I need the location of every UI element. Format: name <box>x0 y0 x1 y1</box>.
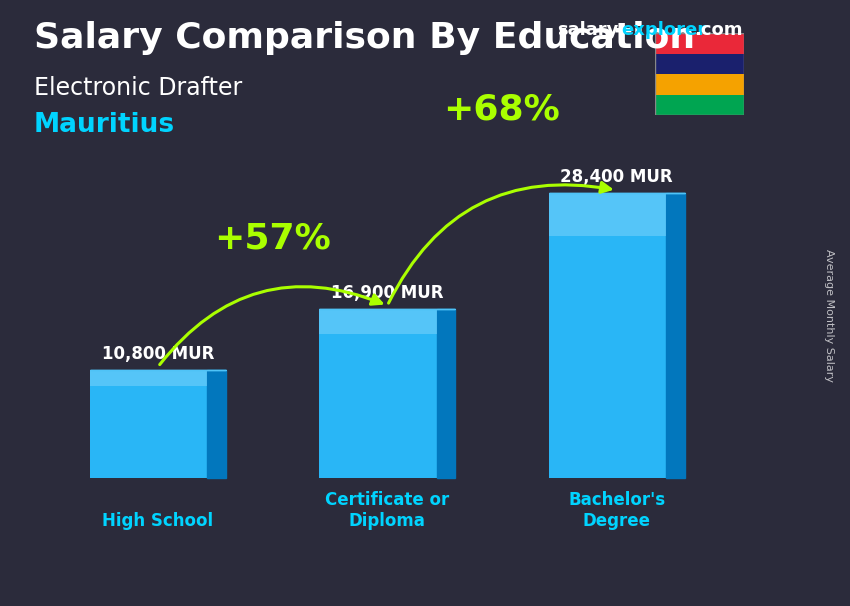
Bar <box>654 33 744 54</box>
Text: Electronic Drafter: Electronic Drafter <box>34 76 242 100</box>
Bar <box>320 308 437 334</box>
Text: explorer: explorer <box>621 21 706 39</box>
Text: Average Monthly Salary: Average Monthly Salary <box>824 248 834 382</box>
Text: salary: salary <box>557 21 618 39</box>
Polygon shape <box>437 308 456 478</box>
Bar <box>548 193 666 236</box>
Text: Mauritius: Mauritius <box>34 112 175 138</box>
Text: 28,400 MUR: 28,400 MUR <box>560 168 673 186</box>
Bar <box>654 54 744 74</box>
Text: +57%: +57% <box>214 221 331 255</box>
Bar <box>90 370 207 386</box>
Text: Bachelor's
Degree: Bachelor's Degree <box>568 491 666 530</box>
Text: Certificate or
Diploma: Certificate or Diploma <box>326 491 450 530</box>
Text: 10,800 MUR: 10,800 MUR <box>102 345 214 363</box>
Bar <box>90 370 207 478</box>
Text: +68%: +68% <box>444 92 560 126</box>
Polygon shape <box>666 193 685 478</box>
Text: High School: High School <box>102 512 213 530</box>
Text: 16,900 MUR: 16,900 MUR <box>331 284 444 302</box>
Polygon shape <box>207 370 226 478</box>
Bar <box>654 75 744 95</box>
Bar <box>654 95 744 115</box>
Bar <box>320 308 437 478</box>
Text: Salary Comparison By Education: Salary Comparison By Education <box>34 21 695 55</box>
Bar <box>548 193 666 478</box>
Text: .com: .com <box>694 21 743 39</box>
